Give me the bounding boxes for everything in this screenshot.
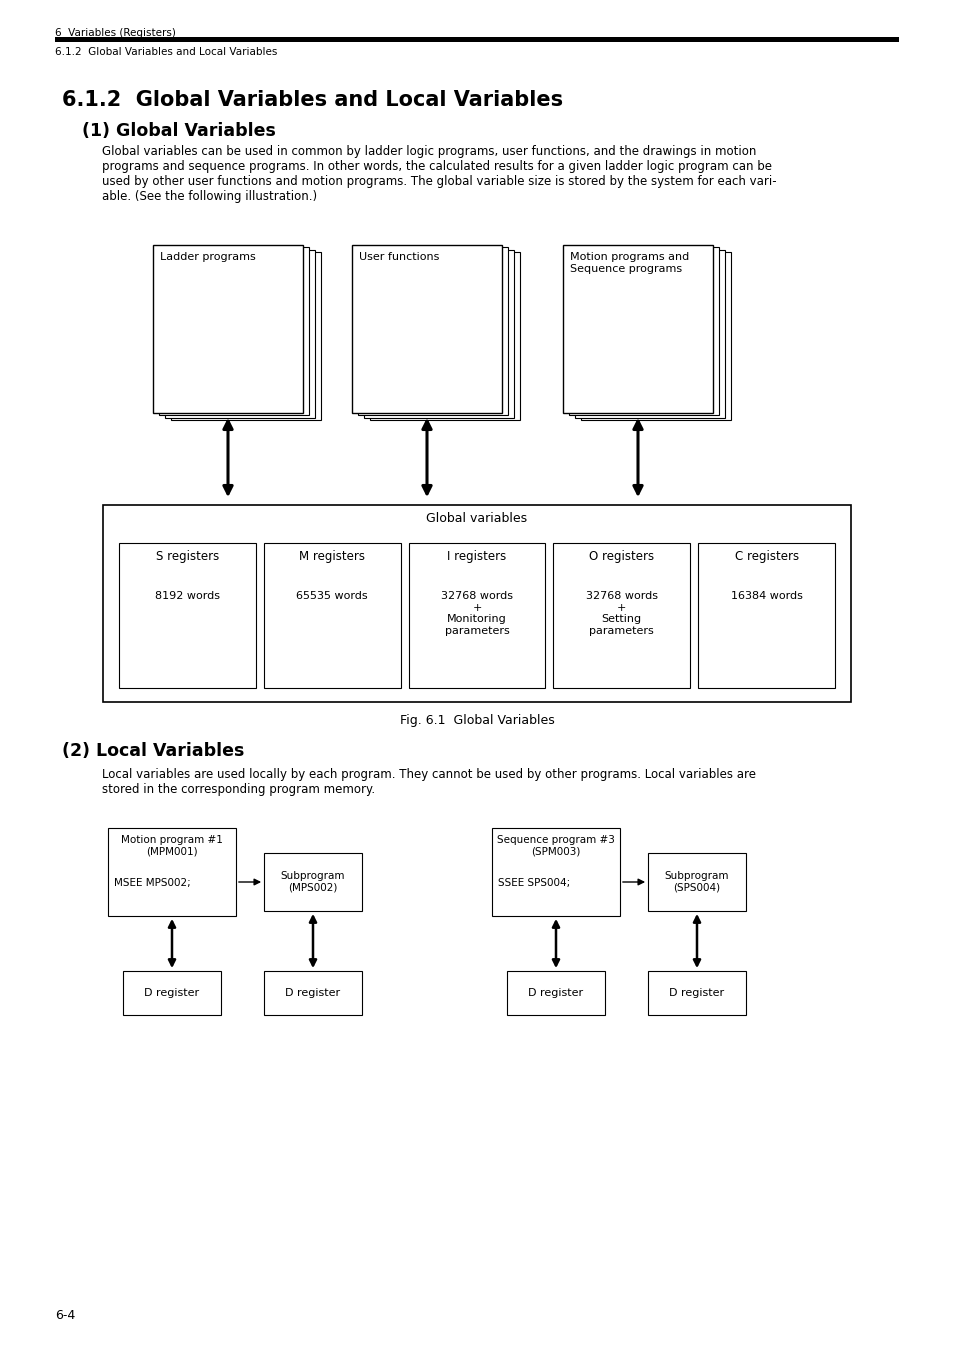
Bar [123, 971, 221, 1015]
Bar [647, 853, 745, 911]
Text: able. (See the following illustration.): able. (See the following illustration.) [102, 190, 316, 202]
Text: used by other user functions and motion programs. The global variable size is st: used by other user functions and motion … [102, 176, 776, 188]
Bar [108, 828, 235, 917]
Text: S registers: S registers [155, 549, 219, 563]
Bar [159, 247, 309, 416]
Text: I registers: I registers [447, 549, 506, 563]
Bar [580, 252, 730, 420]
Text: Sequence program #3
(SPM003): Sequence program #3 (SPM003) [497, 836, 615, 857]
Bar [264, 543, 400, 688]
Text: 65535 words: 65535 words [296, 591, 368, 601]
Bar [55, 36, 898, 42]
Text: D register: D register [144, 988, 199, 998]
Bar [575, 250, 724, 417]
Text: Global variables can be used in common by ladder logic programs, user functions,: Global variables can be used in common b… [102, 144, 756, 158]
Text: D register: D register [528, 988, 583, 998]
Text: 8192 words: 8192 words [154, 591, 220, 601]
Text: stored in the corresponding program memory.: stored in the corresponding program memo… [102, 783, 375, 796]
Bar [264, 853, 361, 911]
Text: Motion programs and
Sequence programs: Motion programs and Sequence programs [569, 252, 688, 274]
Bar [119, 543, 255, 688]
Bar [357, 247, 507, 416]
Bar [352, 244, 501, 413]
Bar [506, 971, 604, 1015]
Bar [492, 828, 619, 917]
Text: C registers: C registers [734, 549, 798, 563]
Text: 16384 words: 16384 words [730, 591, 801, 601]
Bar [171, 252, 320, 420]
Text: 6  Variables (Registers): 6 Variables (Registers) [55, 28, 175, 38]
Bar [364, 250, 514, 417]
Text: Subprogram
(SPS004): Subprogram (SPS004) [664, 871, 728, 892]
Bar [553, 543, 689, 688]
Text: 32768 words
+
Monitoring
parameters: 32768 words + Monitoring parameters [440, 591, 513, 636]
Bar [165, 250, 314, 417]
Bar [408, 543, 545, 688]
Text: programs and sequence programs. In other words, the calculated results for a giv: programs and sequence programs. In other… [102, 161, 771, 173]
Text: 6.1.2  Global Variables and Local Variables: 6.1.2 Global Variables and Local Variabl… [62, 90, 562, 109]
Text: SSEE SPS004;: SSEE SPS004; [497, 878, 570, 888]
Bar [647, 971, 745, 1015]
Text: 32768 words
+
Setting
parameters: 32768 words + Setting parameters [585, 591, 658, 636]
Bar [264, 971, 361, 1015]
Text: User functions: User functions [358, 252, 439, 262]
Text: O registers: O registers [589, 549, 654, 563]
Text: MSEE MPS002;: MSEE MPS002; [113, 878, 191, 888]
Bar [152, 244, 303, 413]
Bar [698, 543, 834, 688]
Text: (2) Local Variables: (2) Local Variables [62, 743, 244, 760]
Bar [370, 252, 519, 420]
Text: M registers: M registers [299, 549, 365, 563]
Bar [562, 244, 712, 413]
Text: D register: D register [669, 988, 723, 998]
Text: Fig. 6.1  Global Variables: Fig. 6.1 Global Variables [399, 714, 554, 728]
Text: (1) Global Variables: (1) Global Variables [82, 122, 275, 140]
Text: D register: D register [285, 988, 340, 998]
Text: 6-4: 6-4 [55, 1310, 75, 1322]
Text: Subprogram
(MPS002): Subprogram (MPS002) [280, 871, 345, 892]
Text: Ladder programs: Ladder programs [160, 252, 255, 262]
Bar [103, 505, 850, 702]
Text: Local variables are used locally by each program. They cannot be used by other p: Local variables are used locally by each… [102, 768, 755, 782]
Bar [568, 247, 719, 416]
Text: Global variables: Global variables [426, 512, 527, 525]
Text: Motion program #1
(MPM001): Motion program #1 (MPM001) [121, 836, 223, 857]
Text: 6.1.2  Global Variables and Local Variables: 6.1.2 Global Variables and Local Variabl… [55, 47, 277, 57]
